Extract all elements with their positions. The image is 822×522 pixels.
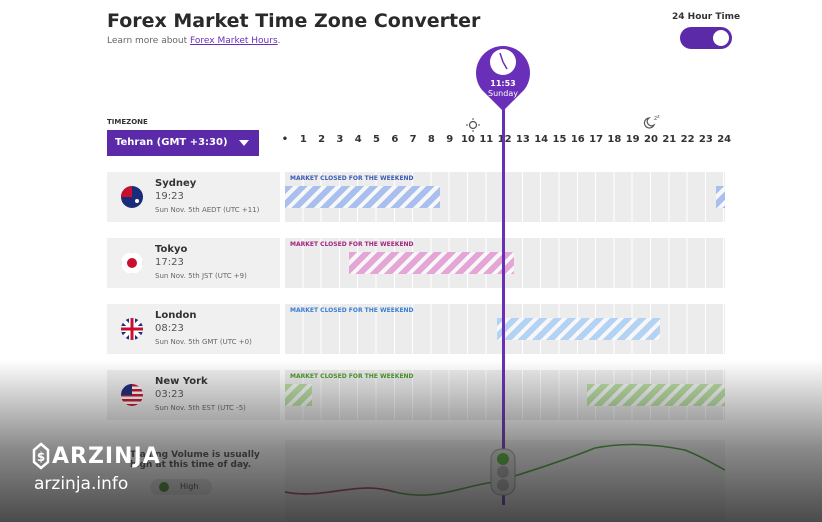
session-bar [587, 384, 725, 406]
hour-label: 10 [461, 134, 475, 145]
hour-label: 4 [354, 134, 362, 145]
market-lane: MARKET CLOSED FOR THE WEEKEND [285, 370, 725, 420]
market-card: London 08:23 Sun Nov. 5th GMT (UTC +0) [107, 304, 280, 354]
city-name: New York [155, 376, 208, 387]
subtitle: Learn more about Forex Market Hours. [107, 36, 281, 46]
market-lane: MARKET CLOSED FOR THE WEEKEND [285, 172, 725, 222]
sun-icon [466, 118, 480, 132]
hour-label: 23 [698, 134, 713, 145]
city-name: Sydney [155, 178, 197, 189]
market-status: MARKET CLOSED FOR THE WEEKEND [290, 241, 414, 248]
flag-icon [121, 252, 143, 274]
city-name: Tokyo [155, 244, 188, 255]
market-lane: MARKET CLOSED FOR THE WEEKEND [285, 304, 725, 354]
session-bar [285, 384, 312, 406]
svg-text:z: z [654, 115, 657, 122]
hour-label: 18 [607, 134, 622, 145]
hour-label: 13 [515, 134, 530, 145]
session-bar [285, 186, 440, 208]
flag [121, 252, 143, 274]
hour-label: 24 [717, 134, 732, 145]
marker-label: 11:53 Sunday [476, 79, 530, 99]
market-card: Sydney 19:23 Sun Nov. 5th AEDT (UTC +11) [107, 172, 280, 222]
market-status: MARKET CLOSED FOR THE WEEKEND [290, 175, 414, 182]
timezone-label: TIMEZONE [107, 118, 148, 126]
flag [121, 318, 143, 340]
marker-day: Sunday [488, 89, 518, 98]
hour-toggle[interactable] [680, 27, 732, 49]
session-bar [497, 318, 660, 340]
flag-icon [121, 318, 143, 340]
watermark-brand: ARZINJA [52, 444, 161, 469]
volume-legend: High [150, 479, 212, 495]
market-status: MARKET CLOSED FOR THE WEEKEND [290, 373, 414, 380]
svg-text:$: $ [37, 450, 45, 464]
flag-icon [121, 384, 143, 406]
subtitle-end: . [277, 36, 281, 46]
legend-label: High [180, 482, 199, 491]
hour-label: 2 [318, 134, 326, 145]
hour-label: 9 [446, 134, 454, 145]
city-time: 17:23 [155, 257, 184, 268]
toggle-label: 24 Hour Time [672, 12, 741, 22]
subtitle-text: Learn more about [107, 36, 188, 46]
flag-icon [121, 186, 143, 208]
session-bar [716, 186, 725, 208]
hour-label: 6 [391, 134, 399, 145]
page-title: Forex Market Time Zone Converter [107, 10, 481, 32]
hour-label: 15 [552, 134, 567, 145]
hour-label: 19 [625, 134, 640, 145]
traffic-light [490, 448, 516, 496]
svg-text:z: z [657, 114, 660, 120]
hour-label: 16 [570, 134, 585, 145]
session-bar [349, 252, 514, 274]
hour-label: • [281, 134, 289, 145]
marker-time: 11:53 [490, 79, 516, 88]
city-date: Sun Nov. 5th GMT (UTC +0) [155, 338, 252, 346]
watermark-site: arzinja.info [34, 474, 129, 494]
city-date: Sun Nov. 5th JST (UTC +9) [155, 272, 247, 280]
timezone-value: Tehran (GMT +3:30) [115, 137, 228, 148]
current-time-line [502, 105, 505, 505]
time-marker [476, 46, 530, 111]
timezone-select[interactable]: Tehran (GMT +3:30) [107, 130, 259, 156]
city-time: 08:23 [155, 323, 184, 334]
city-time: 03:23 [155, 389, 184, 400]
hour-label: 1 [299, 134, 307, 145]
hour-label: 3 [336, 134, 344, 145]
city-date: Sun Nov. 5th AEDT (UTC +11) [155, 206, 260, 214]
hour-label: 21 [662, 134, 677, 145]
city-date: Sun Nov. 5th EST (UTC -5) [155, 404, 246, 412]
city-time: 19:23 [155, 191, 184, 202]
market-lane: MARKET CLOSED FOR THE WEEKEND [285, 238, 725, 288]
watermark-logo: $ [32, 442, 50, 470]
hour-label: 5 [373, 134, 380, 145]
city-name: London [155, 310, 197, 321]
flag [121, 384, 143, 406]
market-card: New York 03:23 Sun Nov. 5th EST (UTC -5) [107, 370, 280, 420]
hour-label: 20 [644, 134, 658, 145]
market-card: Tokyo 17:23 Sun Nov. 5th JST (UTC +9) [107, 238, 280, 288]
hour-label: 17 [589, 134, 604, 145]
hour-label: 11 [479, 134, 494, 145]
hour-label: 8 [427, 134, 435, 145]
hour-label: 14 [534, 134, 549, 145]
hour-label: 7 [409, 134, 417, 145]
flag [121, 186, 143, 208]
market-status: MARKET CLOSED FOR THE WEEKEND [290, 307, 414, 314]
hours-link[interactable]: Forex Market Hours [190, 36, 278, 46]
hour-label: 22 [680, 134, 695, 145]
